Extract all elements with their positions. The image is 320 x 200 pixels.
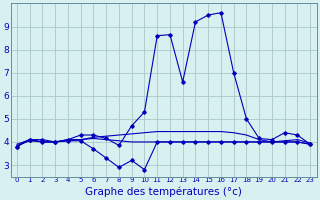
X-axis label: Graphe des températures (°c): Graphe des températures (°c)	[85, 186, 242, 197]
